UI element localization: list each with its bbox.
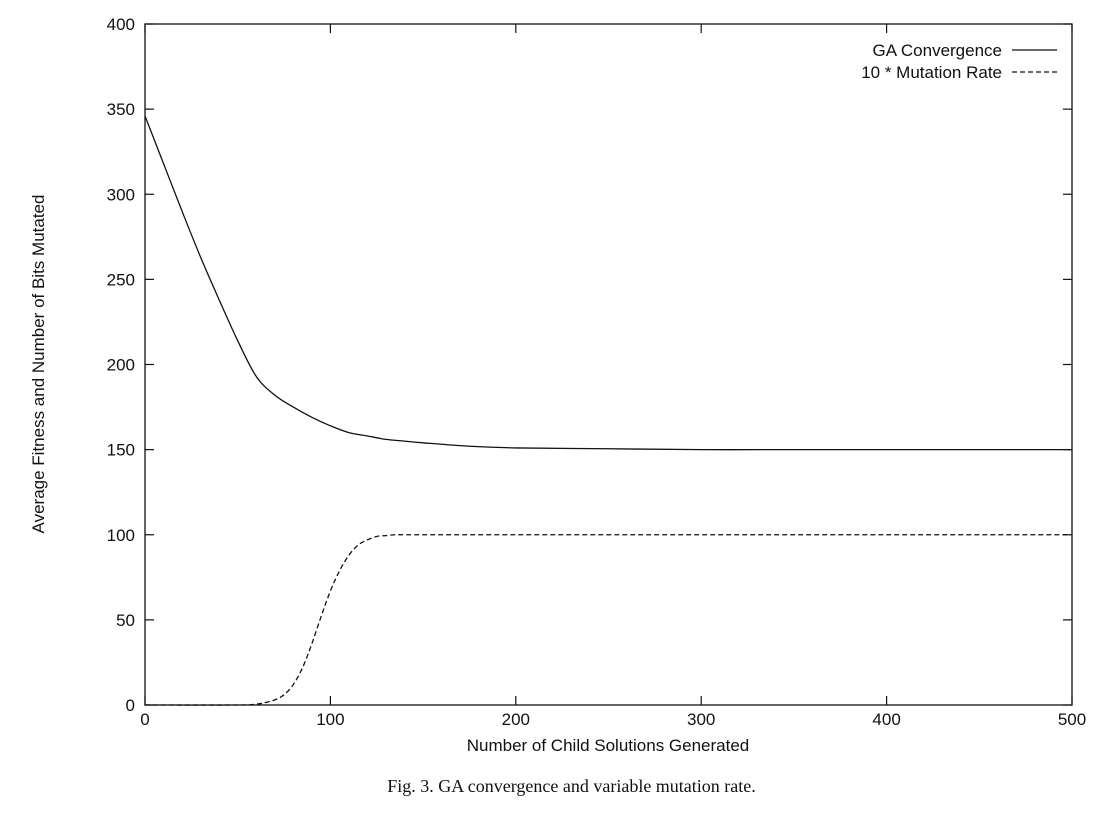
y-tick-label: 0 <box>126 696 135 715</box>
series-line-ga-convergence <box>144 115 1072 451</box>
y-axis-label: Average Fitness and Number of Bits Mutat… <box>29 195 48 534</box>
legend-label-10-mutation-rate: 10 * Mutation Rate <box>861 63 1002 82</box>
figure-caption: Fig. 3. GA convergence and variable muta… <box>387 776 756 796</box>
y-tick-label: 50 <box>116 611 135 630</box>
y-tick-label: 250 <box>107 270 135 289</box>
y-tick-label: 150 <box>107 441 135 460</box>
x-tick-label: 0 <box>140 710 149 729</box>
y-tick-label: 350 <box>107 100 135 119</box>
x-axis-label: Number of Child Solutions Generated <box>467 736 750 755</box>
x-tick-label: 100 <box>316 710 344 729</box>
y-ticks: 0 50 100 150 200 250 300 350 400 <box>107 15 1072 715</box>
x-tick-label: 300 <box>687 710 715 729</box>
y-tick-label: 300 <box>107 185 135 204</box>
plot-frame <box>144 23 1073 706</box>
series-layer <box>144 115 1072 706</box>
legend: GA Convergence 10 * Mutation Rate <box>861 41 1057 82</box>
series-line-10-mutation-rate <box>144 534 1072 706</box>
y-tick-label: 200 <box>107 356 135 375</box>
x-tick-label: 400 <box>872 710 900 729</box>
x-tick-label: 200 <box>502 710 530 729</box>
y-tick-label: 100 <box>107 526 135 545</box>
x-tick-label: 500 <box>1058 710 1086 729</box>
legend-label-ga-convergence: GA Convergence <box>873 41 1002 60</box>
y-tick-label: 400 <box>107 15 135 34</box>
x-ticks: 0 100 200 300 400 500 <box>140 24 1086 729</box>
